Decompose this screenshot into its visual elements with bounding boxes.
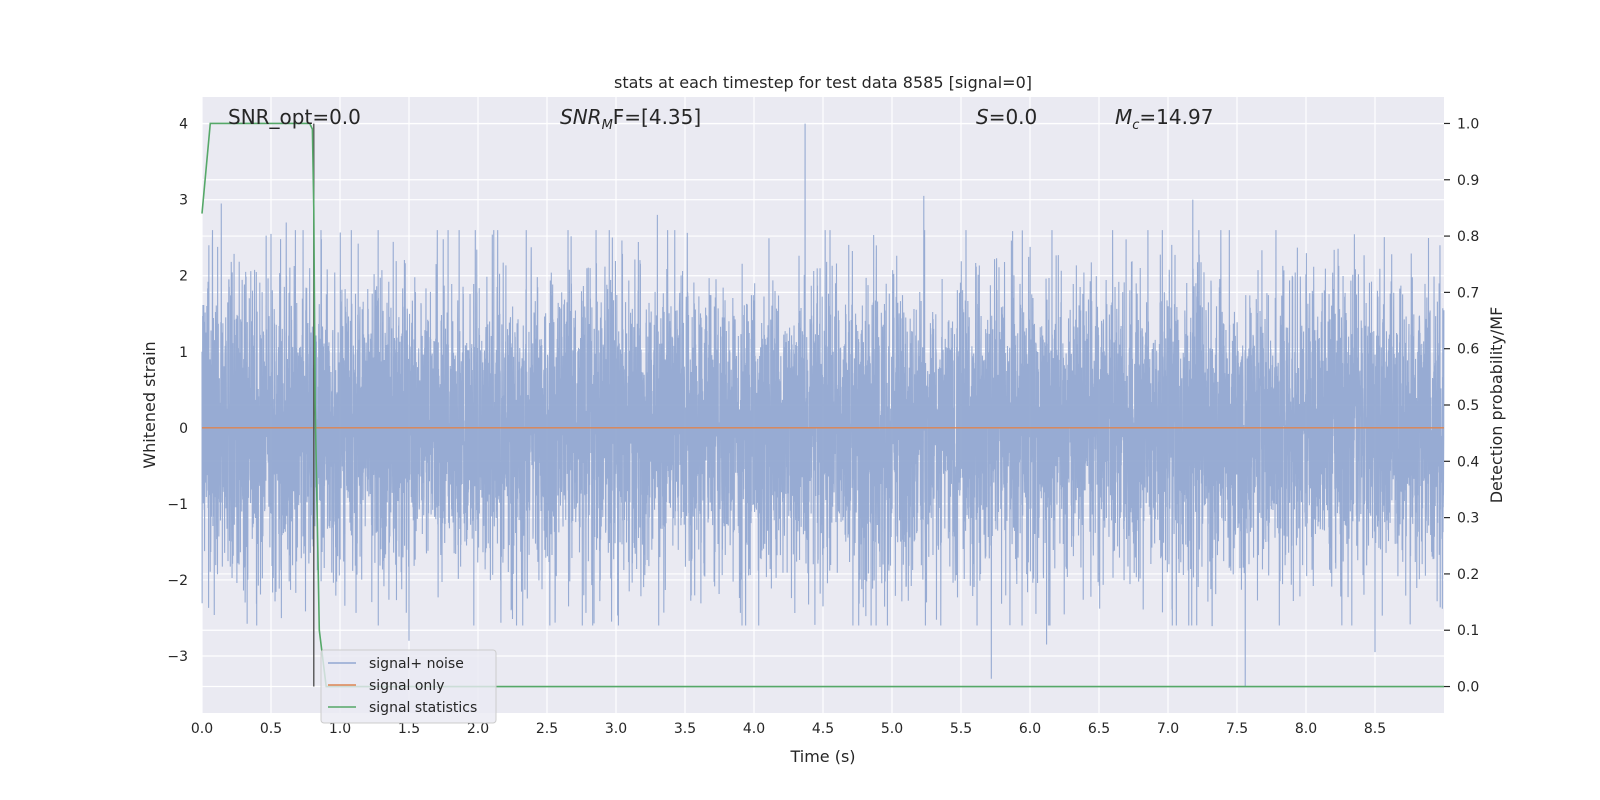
y2-tick-label: 0.8 <box>1457 229 1479 245</box>
mc-value: =14.97 <box>1139 105 1213 129</box>
annotation-snr-opt: SNR_opt=0.0 <box>228 105 361 129</box>
y-tick-label: 4 <box>179 117 188 133</box>
x-tick-label: 7.0 <box>1157 721 1179 737</box>
y-tick-label: 1 <box>179 345 188 361</box>
x-tick-label: 6.5 <box>1088 721 1110 737</box>
snr-mf-symbol: SNR <box>560 105 602 129</box>
chart-title: stats at each timestep for test data 858… <box>614 73 1032 92</box>
x-tick-label: 1.0 <box>329 721 351 737</box>
y2-tick-label: 1.0 <box>1457 116 1479 132</box>
x-tick-label: 4.0 <box>743 721 765 737</box>
y2-tick-label: 0.1 <box>1457 623 1479 639</box>
y2-tick-label: 0.9 <box>1457 173 1479 189</box>
x-axis-label: Time (s) <box>789 747 855 766</box>
x-tick-label: 8.5 <box>1364 721 1386 737</box>
y-tick-label: 0 <box>179 421 188 437</box>
y-tick-label: −2 <box>167 573 188 589</box>
x-tick-label: 0.5 <box>260 721 282 737</box>
x-tick-label: 1.5 <box>398 721 420 737</box>
x-tick-label: 2.5 <box>536 721 558 737</box>
mc-symbol: M <box>1115 105 1132 129</box>
legend-label-signal: signal only <box>369 678 444 694</box>
snr-mf-value: F=[4.35] <box>613 105 701 129</box>
annotation-s: S=0.0 <box>976 105 1037 129</box>
snr-mf-subscript: M <box>602 118 613 133</box>
legend-box <box>320 649 497 724</box>
noise-series-layer <box>201 123 1445 687</box>
y-tick-label: −1 <box>167 497 188 513</box>
legend: signal+ noise signal only signal statist… <box>320 649 497 724</box>
x-tick-label: 6.0 <box>1019 721 1041 737</box>
y-tick-label: 2 <box>179 269 188 285</box>
x-tick-label: 5.0 <box>881 721 903 737</box>
y2-tick-label: 0.0 <box>1457 680 1479 696</box>
x-tick-label: 7.5 <box>1226 721 1248 737</box>
ticks-layer: 0.0 0.5 1.0 1.5 2.0 2.5 3.0 3.5 4.0 4.5 5.0 5.5 6.0 6… <box>167 116 1479 737</box>
annotation-mc: Mc=14.97 <box>1115 105 1213 133</box>
x-tick-label: 5.5 <box>950 721 972 737</box>
signal-plus-noise-line <box>201 123 1445 687</box>
mc-subscript: c <box>1132 118 1139 133</box>
x-tick-label: 8.0 <box>1295 721 1317 737</box>
s-symbol: S <box>976 105 989 129</box>
legend-label-stats: signal statistics <box>369 700 477 716</box>
x-tick-label: 2.0 <box>467 721 489 737</box>
y2-tick-label: 0.5 <box>1457 398 1479 414</box>
y2-axis-label: Detection probability/MF <box>1487 307 1506 504</box>
y2-tick-label: 0.7 <box>1457 285 1479 301</box>
y-tick-label: 3 <box>179 193 188 209</box>
x-tick-label: 3.0 <box>605 721 627 737</box>
y-tick-label: −3 <box>167 649 188 665</box>
x-tick-label: 4.5 <box>812 721 834 737</box>
legend-label-noise: signal+ noise <box>369 656 464 672</box>
x-tick-label: 0.0 <box>191 721 213 737</box>
annotation-snr-mf: SNRMF=[4.35] <box>560 105 701 133</box>
y2-tick-label: 0.3 <box>1457 511 1479 527</box>
y2-tick-label: 0.2 <box>1457 567 1479 583</box>
x-tick-label: 3.5 <box>674 721 696 737</box>
y2-tick-label: 0.4 <box>1457 454 1479 470</box>
y2-tick-label: 0.6 <box>1457 342 1479 358</box>
s-value: =0.0 <box>989 105 1038 129</box>
y-axis-label: Whitened strain <box>140 341 159 468</box>
